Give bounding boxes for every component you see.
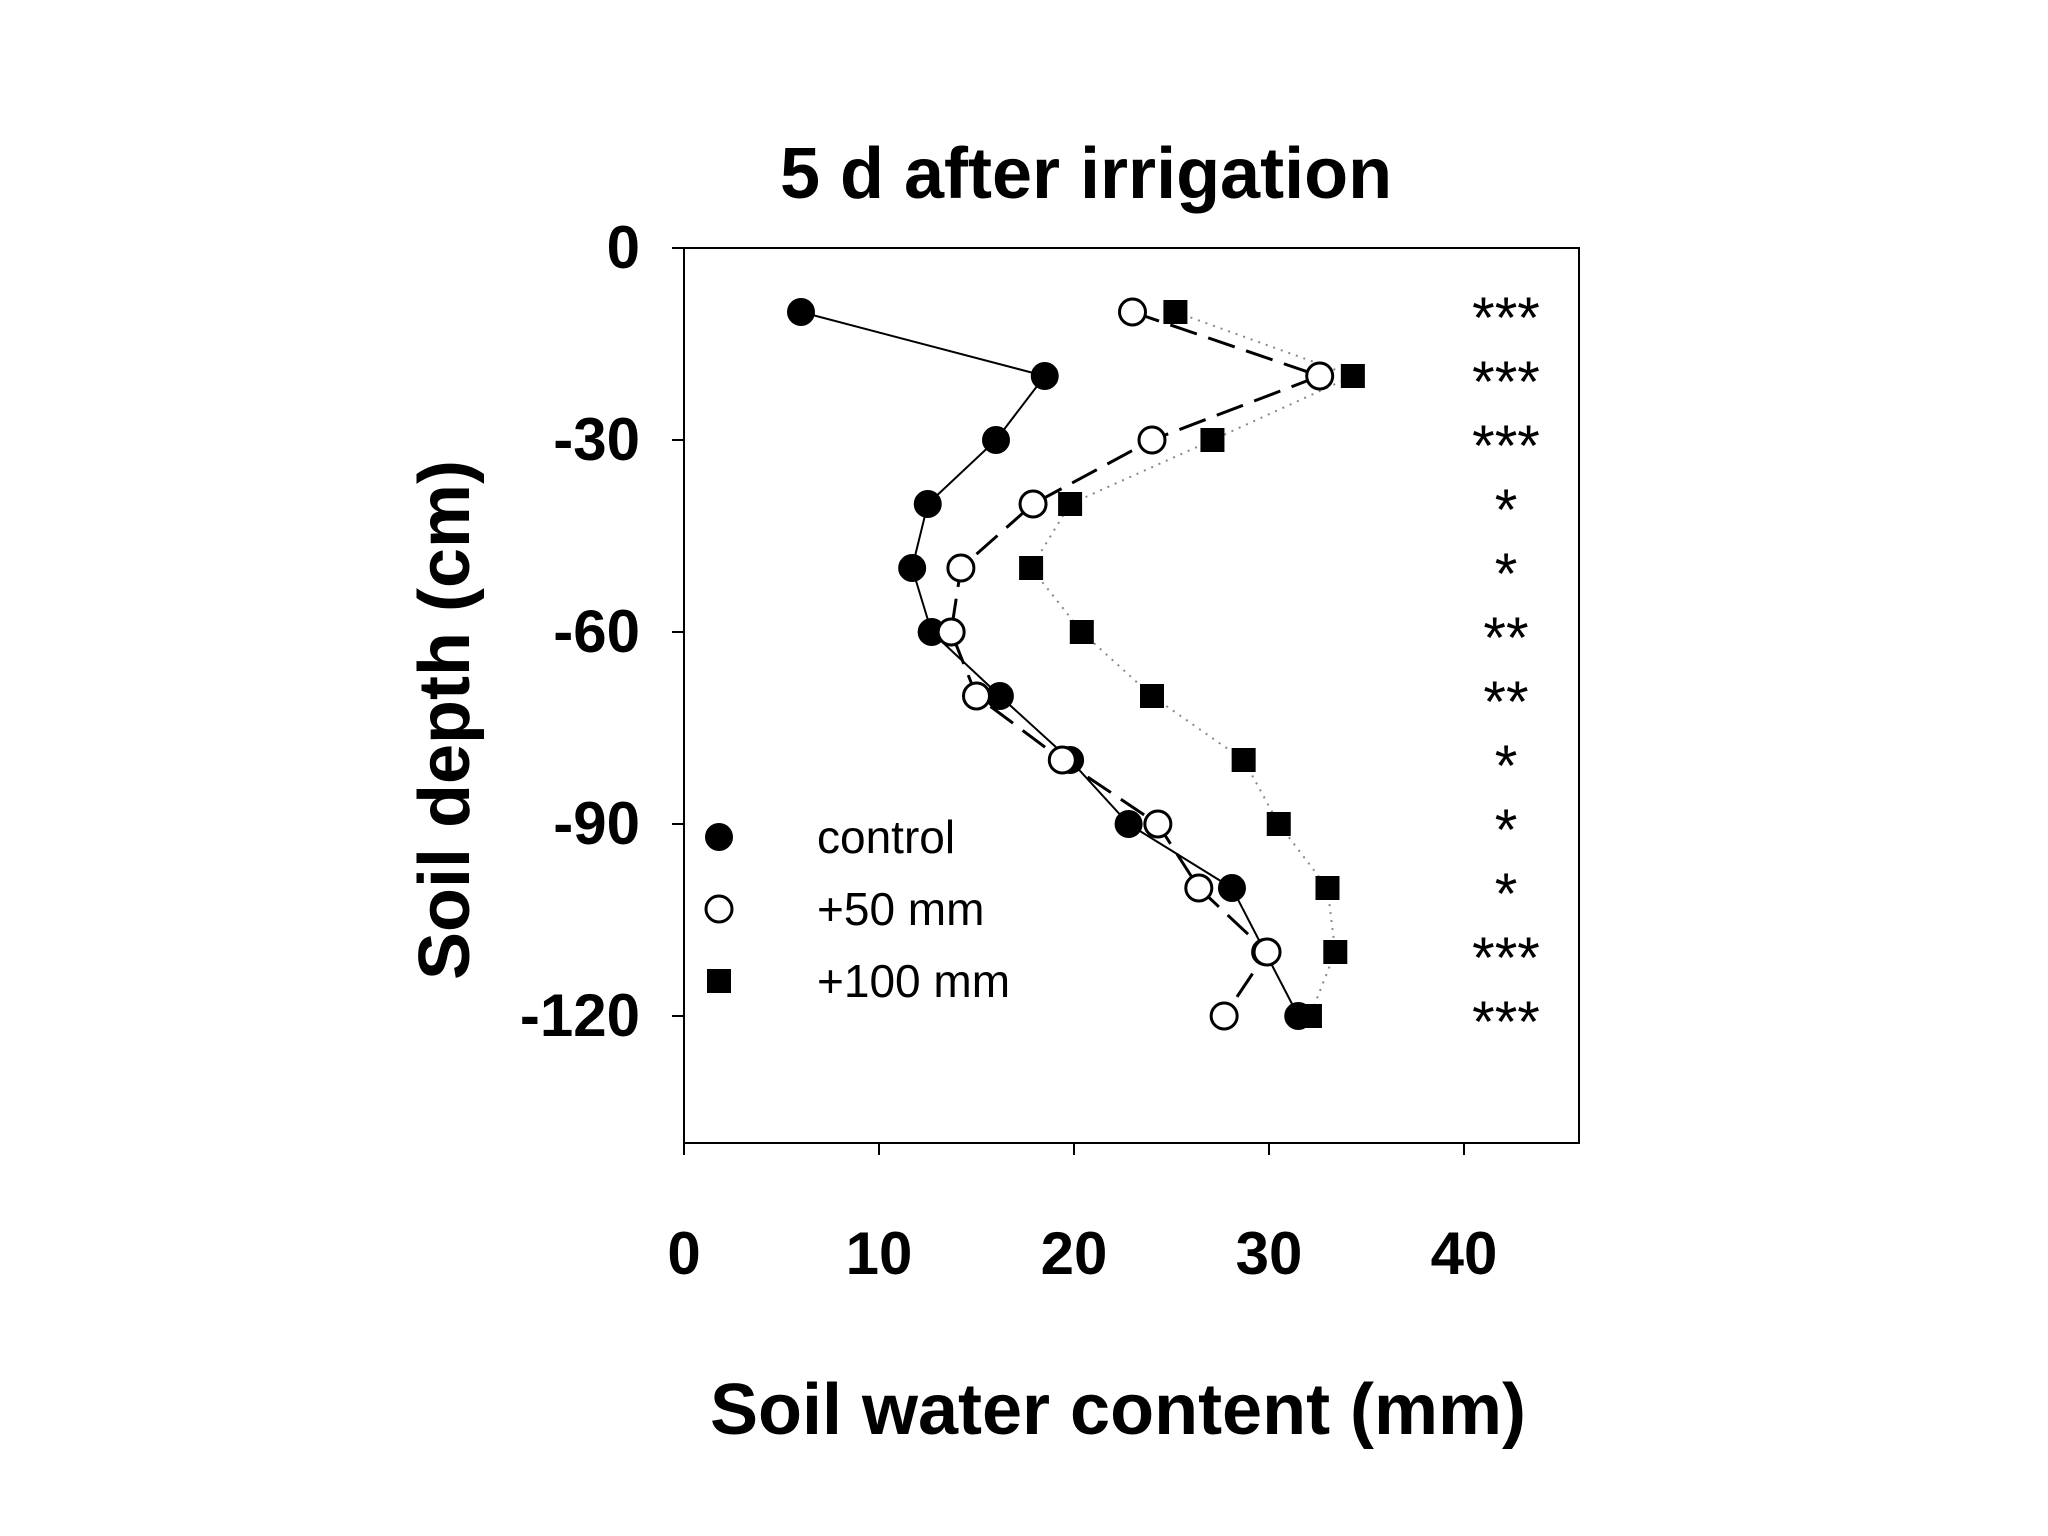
data-point [1252, 937, 1282, 967]
data-point [1143, 809, 1173, 839]
data-point [1266, 812, 1291, 836]
data-point [1137, 425, 1167, 455]
y-axis: 0 -30 -60 -90 -120 [520, 214, 684, 1049]
significance-label: ** [1483, 670, 1528, 735]
data-point [1030, 362, 1059, 390]
chart-title: 5 d after irrigation [780, 134, 1392, 214]
legend: control +50 mm +100 mm [704, 811, 1010, 1007]
data-point [1018, 489, 1048, 519]
data-point [1284, 1002, 1313, 1030]
data-point [787, 298, 815, 326]
y-tick-label: -60 [553, 598, 640, 665]
x-axis: 0 10 20 30 40 [667, 1143, 1497, 1287]
data-point [913, 490, 942, 518]
data-point [1047, 745, 1077, 775]
data-point [1163, 300, 1188, 324]
data-point [1323, 940, 1348, 964]
data-point [1200, 428, 1225, 452]
legend-label: control [817, 811, 955, 863]
data-point [982, 426, 1010, 454]
x-tick-label: 10 [846, 1220, 913, 1287]
data-point [898, 554, 927, 582]
data-point [1315, 876, 1340, 900]
data-point [946, 553, 976, 583]
significance-label: *** [1472, 286, 1540, 351]
significance-label: *** [1472, 926, 1540, 991]
significance-label: * [1495, 734, 1518, 799]
series-line [1029, 311, 1356, 1017]
series-line [949, 310, 1325, 1017]
series-markers [787, 297, 1365, 1031]
y-tick-label: -90 [553, 790, 640, 857]
data-point [1058, 492, 1083, 516]
significance-label: * [1495, 478, 1518, 543]
significance-annotations: ************************ [1472, 286, 1540, 1055]
x-tick-label: 20 [1041, 1220, 1108, 1287]
legend-marker [707, 969, 731, 993]
x-tick-label: 30 [1236, 1220, 1303, 1287]
data-point [936, 617, 966, 647]
data-point [1305, 361, 1335, 391]
data-point [962, 681, 991, 711]
data-point [1069, 620, 1094, 644]
data-point [1019, 556, 1044, 580]
y-tick-label: -30 [553, 406, 640, 473]
legend-label: +50 mm [817, 883, 984, 935]
data-point [1217, 874, 1246, 902]
significance-label: * [1495, 542, 1518, 607]
significance-label: *** [1472, 414, 1540, 479]
significance-label: *** [1472, 350, 1540, 415]
x-tick-label: 0 [667, 1220, 700, 1287]
data-point [1118, 297, 1147, 327]
data-point [1114, 810, 1143, 838]
y-axis-label: Soil depth (cm) [405, 460, 485, 980]
significance-label: ** [1483, 606, 1528, 671]
significance-label: * [1495, 862, 1518, 927]
significance-label: *** [1472, 990, 1540, 1055]
y-tick-label: -120 [520, 982, 640, 1049]
data-point [1184, 873, 1214, 903]
data-point [1340, 364, 1365, 388]
x-tick-label: 40 [1431, 1220, 1498, 1287]
x-axis-label: Soil water content (mm) [710, 1370, 1526, 1450]
significance-label: * [1495, 798, 1518, 863]
data-point [1231, 748, 1256, 772]
legend-marker [705, 823, 733, 851]
data-point [1209, 1001, 1239, 1031]
legend-marker [704, 894, 734, 924]
legend-label: +100 mm [817, 955, 1010, 1007]
plot-frame [683, 247, 1580, 1144]
data-point [1140, 684, 1164, 708]
y-tick-label: 0 [607, 214, 640, 281]
